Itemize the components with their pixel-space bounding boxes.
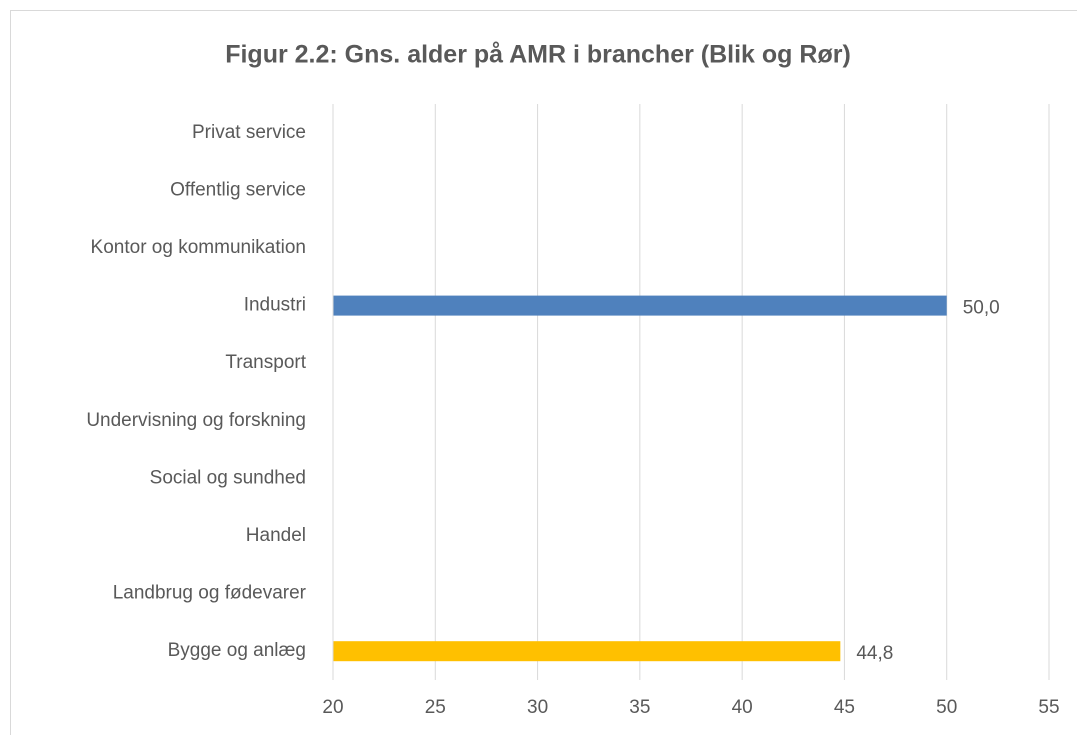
y-tick-label: Social og sundhed [150,467,306,488]
y-tick-label: Kontor og kommunikation [91,237,306,258]
x-tick-label: 25 [425,697,446,718]
y-tick-label: Privat service [192,122,306,143]
data-label: 50,0 [963,298,1000,319]
bar [333,641,841,662]
x-tick-label: 35 [629,697,650,718]
y-tick-label: Industri [244,295,306,316]
data-label: 44,8 [856,643,893,664]
y-tick-label: Handel [246,525,306,546]
x-tick-label: 55 [1038,697,1059,718]
y-tick-label: Landbrug og fødevarer [113,583,307,604]
y-tick-label: Transport [225,352,306,373]
y-tick-label: Offentlig service [170,179,306,200]
x-tick-label: 50 [936,697,957,718]
chart-title: Figur 2.2: Gns. alder på AMR i brancher … [225,41,851,69]
y-tick-label: Undervisning og forskning [86,410,306,431]
x-tick-label: 40 [732,697,753,718]
x-tick-label: 45 [834,697,855,718]
chart-border [10,10,1077,735]
x-tick-label: 20 [322,697,343,718]
x-tick-label: 30 [527,697,548,718]
bar [333,295,947,316]
y-tick-label: Bygge og anlæg [168,640,306,661]
